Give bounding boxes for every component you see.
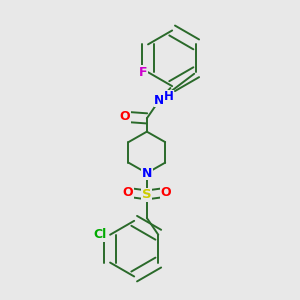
Text: S: S bbox=[142, 188, 152, 201]
Text: O: O bbox=[123, 186, 133, 199]
Text: H: H bbox=[164, 90, 174, 104]
Text: Cl: Cl bbox=[93, 228, 106, 241]
Text: N: N bbox=[154, 94, 165, 106]
Text: F: F bbox=[139, 66, 148, 79]
Text: O: O bbox=[119, 110, 130, 123]
Text: O: O bbox=[160, 186, 171, 199]
Text: N: N bbox=[142, 167, 152, 180]
